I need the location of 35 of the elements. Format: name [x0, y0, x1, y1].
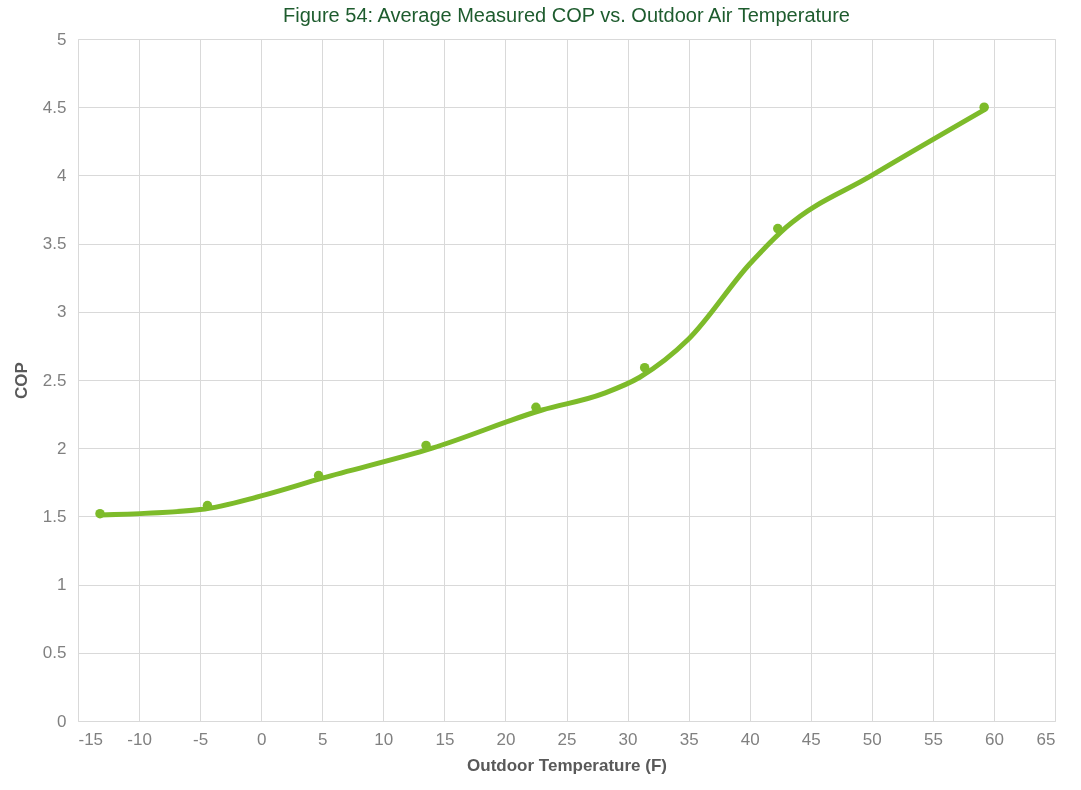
x-tick-label: 15 — [435, 729, 455, 749]
x-tick-label: 30 — [618, 729, 638, 749]
x-tick-label: 55 — [923, 729, 943, 749]
point — [773, 223, 783, 234]
y-tick-label: 2.5 — [42, 370, 67, 390]
x-tick-label: 10 — [374, 729, 394, 749]
y-tick-label: 4 — [57, 165, 67, 185]
x-tick-label: 5 — [318, 729, 328, 749]
y-tick-label: 1.5 — [42, 506, 67, 526]
x-tick-label: 60 — [984, 729, 1004, 749]
y-tick-label: 0.5 — [42, 643, 67, 663]
point — [979, 102, 989, 112]
x-tick-label: 65 — [1036, 729, 1056, 749]
x-tick-label: -15 — [78, 729, 104, 749]
chart-title: Figure 54: Average Measured COP vs. Outdoor Air Temperature — [283, 4, 850, 26]
x-tick-label: -5 — [193, 729, 209, 749]
y-tick-label: 2 — [57, 438, 67, 458]
x-tick-label: 50 — [862, 729, 882, 749]
point — [95, 508, 105, 519]
x-tick-label: 20 — [496, 729, 516, 749]
y-tick-label: 5 — [57, 29, 67, 49]
y-tick-label: 3 — [57, 302, 67, 322]
x-tick-label: 40 — [740, 729, 760, 749]
x-axis-title: Outdoor Temperature (F) — [467, 755, 667, 775]
y-tick-label: 0 — [57, 711, 67, 731]
x-tick-label: 25 — [557, 729, 577, 749]
x-tick-label: 0 — [256, 729, 267, 749]
y-tick-label: 3.5 — [42, 234, 67, 254]
y-axis-title: COP — [11, 362, 31, 399]
x-tick-label: 45 — [801, 729, 821, 749]
x-tick-label: 35 — [679, 729, 699, 749]
point — [639, 362, 650, 373]
x-tick-label: -10 — [127, 729, 152, 749]
y-tick-label: 4.5 — [42, 97, 67, 117]
y-tick-label: 1 — [57, 575, 67, 595]
